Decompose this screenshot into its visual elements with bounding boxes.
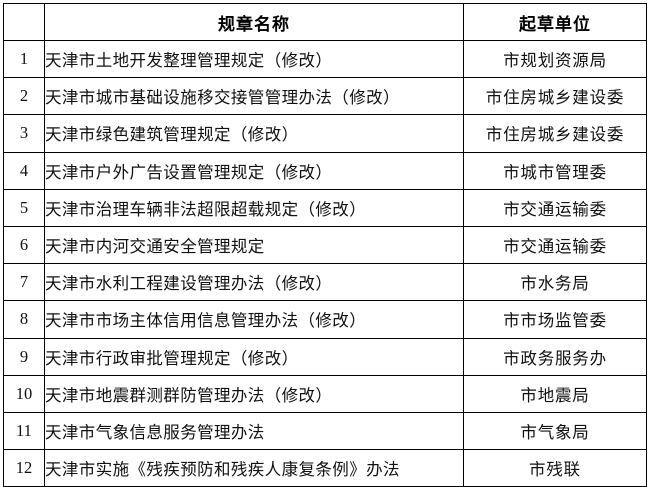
regulations-table: 规章名称 起草单位 1 天津市土地开发整理管理规定（修改） 市规划资源局 2 天… xyxy=(3,3,647,487)
table-row: 4 天津市户外广告设置管理规定（修改） 市城市管理委 xyxy=(3,151,647,190)
row-drafting-unit: 市规划资源局 xyxy=(463,39,647,79)
row-drafting-unit: 市政务服务办 xyxy=(463,337,647,376)
row-regulation-name: 天津市治理车辆非法超限超载规定（修改） xyxy=(44,188,464,227)
row-index: 8 xyxy=(3,300,45,339)
row-regulation-name: 天津市市场主体信用信息管理办法（修改） xyxy=(44,300,464,339)
row-index: 6 xyxy=(3,225,45,265)
row-index: 11 xyxy=(3,411,45,451)
column-header-name: 规章名称 xyxy=(44,3,464,41)
row-regulation-name: 天津市实施《残疾预防和残疾人康复条例》办法 xyxy=(44,449,464,487)
row-index: 4 xyxy=(3,151,45,190)
row-index: 12 xyxy=(3,449,45,487)
table-row: 8 天津市市场主体信用信息管理办法（修改） 市市场监管委 xyxy=(3,300,647,339)
row-drafting-unit: 市交通运输委 xyxy=(463,225,647,265)
row-regulation-name: 天津市绿色建筑管理规定（修改） xyxy=(44,114,464,153)
row-drafting-unit: 市市场监管委 xyxy=(463,300,647,339)
row-drafting-unit: 市交通运输委 xyxy=(463,188,647,227)
row-index: 1 xyxy=(3,39,45,79)
table-row: 9 天津市行政审批管理规定（修改） 市政务服务办 xyxy=(3,337,647,376)
row-regulation-name: 天津市土地开发整理管理规定（修改） xyxy=(44,39,464,79)
row-regulation-name: 天津市气象信息服务管理办法 xyxy=(44,411,464,451)
column-header-index xyxy=(3,3,45,41)
table-body: 规章名称 起草单位 1 天津市土地开发整理管理规定（修改） 市规划资源局 2 天… xyxy=(3,3,647,487)
row-index: 3 xyxy=(3,114,45,153)
row-drafting-unit: 市水务局 xyxy=(463,263,647,302)
row-index: 9 xyxy=(3,337,45,376)
row-drafting-unit: 市住房城乡建设委 xyxy=(463,114,647,153)
row-index: 7 xyxy=(3,263,45,302)
table-row: 1 天津市土地开发整理管理规定（修改） 市规划资源局 xyxy=(3,39,647,79)
row-regulation-name: 天津市水利工程建设管理办法（修改） xyxy=(44,263,464,302)
row-regulation-name: 天津市城市基础设施移交接管管理办法（修改） xyxy=(44,77,464,116)
row-regulation-name: 天津市地震群测群防管理办法（修改） xyxy=(44,374,464,413)
table-row: 12 天津市实施《残疾预防和残疾人康复条例》办法 市残联 xyxy=(3,449,647,487)
table-row: 11 天津市气象信息服务管理办法 市气象局 xyxy=(3,411,647,451)
row-regulation-name: 天津市户外广告设置管理规定（修改） xyxy=(44,151,464,190)
row-index: 5 xyxy=(3,188,45,227)
row-drafting-unit: 市残联 xyxy=(463,449,647,487)
row-index: 10 xyxy=(3,374,45,413)
table-row: 2 天津市城市基础设施移交接管管理办法（修改） 市住房城乡建设委 xyxy=(3,77,647,116)
row-drafting-unit: 市地震局 xyxy=(463,374,647,413)
table-row: 5 天津市治理车辆非法超限超载规定（修改） 市交通运输委 xyxy=(3,188,647,227)
table-row: 3 天津市绿色建筑管理规定（修改） 市住房城乡建设委 xyxy=(3,114,647,153)
table-row: 7 天津市水利工程建设管理办法（修改） 市水务局 xyxy=(3,263,647,302)
row-drafting-unit: 市城市管理委 xyxy=(463,151,647,190)
row-drafting-unit: 市气象局 xyxy=(463,411,647,451)
row-drafting-unit: 市住房城乡建设委 xyxy=(463,77,647,116)
table-row: 10 天津市地震群测群防管理办法（修改） 市地震局 xyxy=(3,374,647,413)
table-row: 6 天津市内河交通安全管理规定 市交通运输委 xyxy=(3,225,647,265)
row-regulation-name: 天津市内河交通安全管理规定 xyxy=(44,225,464,265)
row-regulation-name: 天津市行政审批管理规定（修改） xyxy=(44,337,464,376)
column-header-unit: 起草单位 xyxy=(463,3,647,41)
row-index: 2 xyxy=(3,77,45,116)
table-header-row: 规章名称 起草单位 xyxy=(3,3,647,41)
